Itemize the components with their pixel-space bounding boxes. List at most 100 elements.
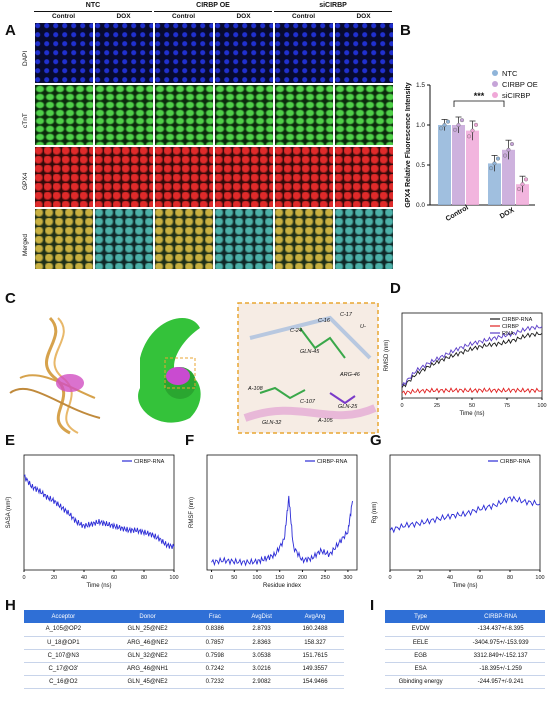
x-tick-label: 100 — [537, 403, 546, 409]
data-point — [446, 119, 451, 124]
micrograph-merged — [334, 208, 394, 270]
series-line — [401, 324, 543, 387]
y-axis-label: GPX4 Relative Fluorescence Intensity — [405, 82, 412, 207]
legend-swatch — [492, 70, 498, 76]
table-cell: C_107@N3 — [24, 649, 103, 663]
table-cell: 158.327 — [286, 636, 344, 650]
micrograph-ctnt — [334, 84, 394, 146]
table-cell: EVDW — [385, 623, 457, 637]
table-cell: C_17@O3' — [24, 662, 103, 676]
series-line — [401, 387, 543, 396]
panel-letter-i: I — [370, 597, 375, 614]
y-axis-label: RMSD (nm) — [384, 340, 390, 372]
x-tick-label: Control — [445, 204, 470, 223]
micrograph-gpx4 — [94, 146, 154, 208]
legend-swatch — [492, 92, 498, 98]
data-point — [466, 134, 471, 139]
table-row: EGB 3312.849+/-152.137 — [385, 649, 545, 663]
table-cell: ESA — [385, 662, 457, 676]
residue-label: GLN-32 — [262, 420, 281, 426]
table-cell: ARG_46@NE2 — [102, 636, 193, 650]
row-label-merged: Merged — [22, 233, 29, 256]
residue-label: C-107 — [300, 399, 316, 405]
x-tick-label: 60 — [111, 575, 117, 581]
table-row: C_107@N3 GLN_32@NE2 0.7598 3.0538 151.7615 — [24, 649, 344, 663]
table-cell: EGB — [385, 649, 457, 663]
series-line — [389, 495, 541, 534]
molecular-structure-panel: C-16 C-17 U- C-24 GLN-45 ARG-46 A-108 C-107 GLN-… — [9, 302, 379, 435]
table-cell: 0.7598 — [192, 649, 238, 663]
micrograph-dapi — [94, 22, 154, 84]
legend-label: CIRBP-RNA — [500, 459, 531, 465]
legend-label: CIRBP OE — [502, 80, 538, 89]
table-cell: 2.9082 — [237, 675, 287, 689]
x-tick-label: 200 — [298, 575, 307, 581]
table-cell: 154.9466 — [286, 675, 344, 689]
x-tick-label: 0 — [22, 575, 25, 581]
table-row: C_16@O2 GLN_45@NE2 0.7232 2.9082 154.9466 — [24, 675, 344, 689]
legend-label: CIRBP — [502, 324, 519, 330]
x-tick-label: 0 — [400, 403, 403, 409]
micrograph-merged — [94, 208, 154, 270]
residue-label: A-108 — [247, 386, 264, 392]
micrograph-ctnt — [154, 84, 214, 146]
legend-label: RNA — [502, 331, 514, 337]
residue-label: C-17 — [340, 312, 353, 318]
x-axis-label: Residue index — [263, 583, 301, 589]
x-tick-label: 250 — [321, 575, 330, 581]
data-point — [473, 122, 478, 127]
data-point — [492, 161, 497, 166]
panel-letter-d: D — [390, 280, 401, 297]
x-tick-label: 100 — [535, 575, 544, 581]
table-header-cell: AvgDist — [237, 610, 287, 623]
row-label-dapi: DAPI — [22, 50, 29, 66]
group-label-oe: CIRBP OE — [196, 2, 230, 9]
x-tick-label: 50 — [231, 575, 237, 581]
table-cell: -18.395+/-1.259 — [456, 662, 545, 676]
col-label: DOX — [356, 13, 371, 20]
x-tick-label: 0 — [210, 575, 213, 581]
residue-label: GLN-45 — [300, 349, 320, 355]
legend-label: CIRBP-RNA — [502, 317, 533, 323]
significance-label: *** — [474, 91, 485, 101]
residue-label: C-24 — [290, 328, 302, 334]
table-cell: ARG_46@NH1 — [102, 662, 193, 676]
x-tick-label: 100 — [169, 575, 178, 581]
y-tick-label: 0.0 — [416, 202, 425, 209]
legend-label: CIRBP-RNA — [134, 459, 165, 465]
micrograph-gpx4 — [274, 146, 334, 208]
panel-letter-g: G — [370, 432, 382, 449]
x-tick-label: 80 — [507, 575, 513, 581]
table-cell: 3312.849+/-152.137 — [456, 649, 545, 663]
y-axis-label: RMSF (nm) — [189, 497, 195, 528]
table-cell: 149.3557 — [286, 662, 344, 676]
col-label: Control — [291, 13, 316, 20]
table-cell: GLN_32@NE2 — [102, 649, 193, 663]
x-tick-label: 60 — [477, 575, 483, 581]
panel-letter-h: H — [5, 597, 16, 614]
data-point — [516, 186, 521, 191]
data-point — [456, 122, 461, 127]
table-cell: 0.7242 — [192, 662, 238, 676]
x-tick-label: 20 — [51, 575, 57, 581]
residue-label: ARG-46 — [339, 372, 361, 378]
binding-site-zoom — [237, 302, 379, 434]
series-line — [211, 495, 353, 567]
table-cell: 3.0538 — [237, 649, 287, 663]
rmsf-line-chart: 0 50 100 150 200 250 300 Residue index RMSF (nm)… — [189, 454, 358, 589]
y-tick-label: 0.5 — [416, 162, 425, 169]
table-cell: 151.7615 — [286, 649, 344, 663]
row-label-gpx4: GPX4 — [22, 172, 29, 190]
data-point — [439, 126, 444, 131]
plot-frame — [389, 454, 541, 571]
rmsd-line-chart: 0 25 50 75 100 Time (ns) RMSD (nm) CIRBP-RNACIR… — [384, 312, 547, 417]
table-cell: A_105@OP2 — [24, 623, 103, 637]
bar — [438, 125, 451, 205]
bar — [488, 163, 501, 205]
protein-surface-illustration — [138, 318, 201, 423]
micrograph-ctnt — [34, 84, 94, 146]
binding-energy-table: Type CIRBP-RNA EVDW -134.437+/-8.395 EELE -3… — [385, 610, 545, 689]
table-row: ESA -18.395+/-1.259 — [385, 662, 545, 676]
group-label-ntc: NTC — [85, 2, 101, 9]
x-tick-label: 100 — [252, 575, 261, 581]
